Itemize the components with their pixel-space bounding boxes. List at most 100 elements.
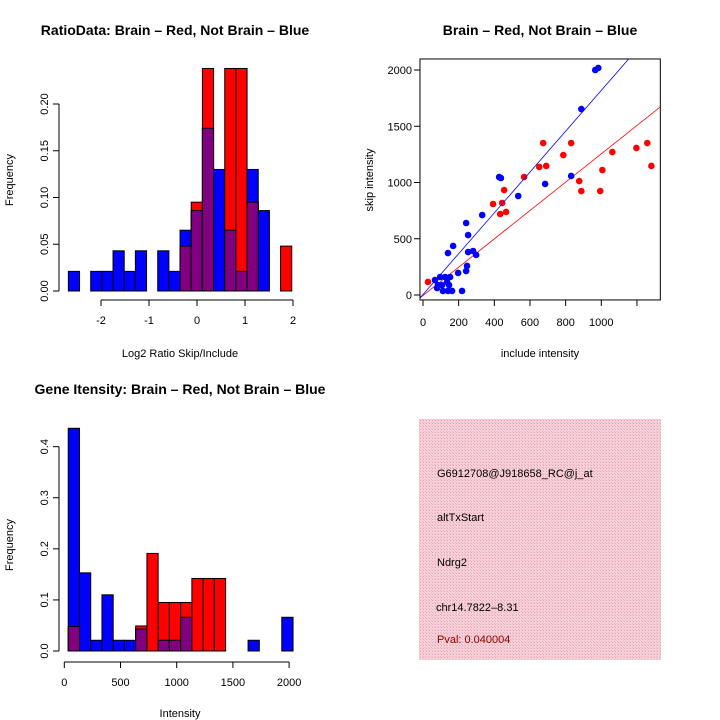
y-tick-label: 0.0	[39, 643, 51, 658]
point-not-brain	[436, 273, 444, 281]
bar-brain	[213, 577, 227, 652]
probe-id: G6912708@J918658_RC@j_at	[437, 468, 593, 480]
point-brain	[633, 144, 640, 152]
x-tick-label: 1	[242, 315, 248, 327]
bar-not-brain	[112, 250, 125, 292]
x-tick-label: -2	[96, 315, 106, 327]
point-not-brain	[448, 287, 456, 295]
bar-overlap	[180, 616, 193, 652]
point-brain	[648, 162, 655, 170]
y-axis-label: skip intensity	[364, 148, 376, 211]
y-tick-label: 0.20	[39, 93, 51, 114]
point-not-brain	[464, 231, 472, 239]
point-brain	[498, 199, 506, 207]
point-not-brain	[449, 242, 457, 250]
x-tick-label: 400	[485, 317, 503, 329]
y-tick-label: 0.1	[39, 592, 51, 607]
bar-not-brain	[257, 210, 270, 292]
x-tick-label: 500	[111, 677, 129, 689]
point-brain	[644, 139, 651, 147]
plot-box	[419, 58, 661, 301]
p-value: Pval: 0.040004	[437, 634, 510, 646]
bar-not-brain	[247, 639, 260, 652]
point-brain	[496, 210, 504, 218]
point-not-brain	[454, 269, 462, 277]
bar-not-brain	[112, 639, 125, 652]
point-not-brain	[446, 273, 454, 281]
bar-overlap	[246, 201, 259, 292]
point-not-brain	[567, 172, 575, 180]
point-not-brain	[594, 64, 602, 72]
y-axis-label: Frequency	[4, 519, 16, 571]
bar-brain	[202, 577, 215, 652]
bar-brain	[280, 245, 293, 292]
bar-brain	[235, 67, 248, 292]
info-background	[419, 419, 661, 660]
x-axis-label: include intensity	[501, 348, 580, 360]
x-tick-label: 1000	[164, 677, 188, 689]
fit-line-brain	[419, 106, 661, 299]
point-not-brain	[439, 287, 447, 295]
bar-not-brain	[281, 616, 294, 652]
y-tick-label: 0.15	[39, 140, 51, 161]
x-tick-label: -1	[144, 315, 154, 327]
bar-not-brain	[67, 270, 81, 292]
bar-not-brain	[78, 572, 92, 652]
x-tick-label: 2	[290, 315, 296, 327]
point-brain	[535, 163, 543, 171]
point-brain	[560, 151, 567, 159]
point-not-brain	[478, 211, 486, 219]
gene-intensity-histogram: Gene Itensity: Brain – Red, Not Brain – …	[4, 381, 326, 720]
y-tick-label: 0.3	[39, 490, 51, 505]
point-brain	[575, 177, 583, 185]
bar-not-brain	[123, 270, 136, 292]
fit-line-not-brain	[419, 58, 630, 299]
y-tick-label: 2000	[387, 65, 411, 77]
point-not-brain	[578, 105, 585, 113]
bar-overlap	[224, 229, 237, 292]
point-not-brain	[497, 174, 505, 182]
x-tick-label: 0	[420, 317, 426, 329]
point-brain	[520, 173, 528, 181]
gene-name: Ndrg2	[437, 557, 467, 569]
y-tick-label: 0.2	[39, 541, 51, 556]
point-not-brain	[441, 273, 449, 281]
point-brain	[502, 208, 510, 216]
y-tick-label: 0.4	[39, 439, 51, 454]
y-tick-label: 0.00	[39, 280, 51, 301]
bar-not-brain	[90, 639, 103, 652]
bar-overlap	[201, 127, 215, 292]
bar-not-brain	[101, 270, 114, 292]
point-not-brain	[462, 219, 470, 227]
bar-not-brain	[168, 270, 181, 292]
bar-not-brain	[213, 168, 226, 292]
point-brain	[567, 139, 575, 147]
bar-not-brain	[67, 427, 80, 652]
y-tick-label: 0.05	[39, 234, 51, 255]
event-type: altTxStart	[437, 512, 484, 524]
x-tick-label: 1000	[589, 317, 613, 329]
bar-overlap	[235, 270, 248, 292]
point-not-brain	[445, 281, 453, 289]
bar-overlap	[157, 639, 170, 652]
ratio-histogram: RatioData: Brain – Red, Not Brain – Blue…	[4, 22, 309, 360]
point-brain	[424, 278, 432, 286]
y-tick-label: 0	[406, 290, 412, 302]
bar-not-brain	[134, 250, 148, 292]
x-tick-label: 2000	[277, 677, 301, 689]
point-not-brain	[434, 281, 442, 289]
point-brain	[578, 187, 585, 195]
bar-not-brain	[90, 270, 103, 292]
bar-not-brain	[101, 594, 114, 652]
point-not-brain	[462, 267, 470, 275]
chart-title: Gene Itensity: Brain – Red, Not Brain – …	[35, 381, 326, 397]
intensity-scatter: Brain – Red, Not Brain – Blue include in…	[364, 22, 661, 360]
x-axis-label: Intensity	[160, 708, 201, 720]
bar-overlap	[179, 245, 192, 292]
chart-title: RatioData: Brain – Red, Not Brain – Blue	[41, 22, 310, 38]
point-brain	[500, 186, 508, 194]
point-brain	[489, 200, 497, 208]
bar-brain	[146, 552, 159, 652]
point-brain	[609, 148, 616, 156]
